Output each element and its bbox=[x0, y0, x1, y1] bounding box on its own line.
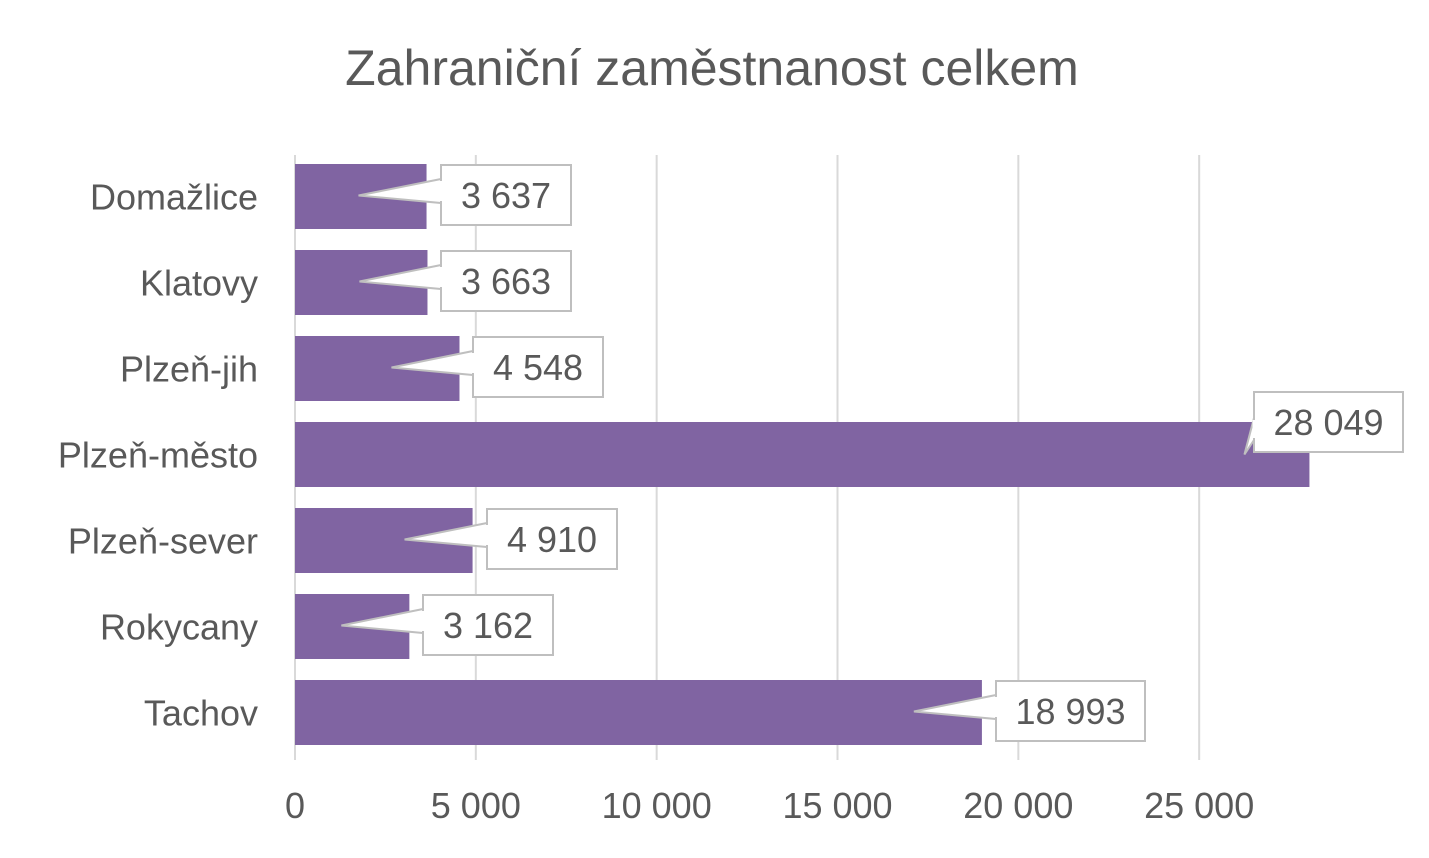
category-label: Plzeň-sever bbox=[68, 521, 258, 562]
x-tick-label: 0 bbox=[285, 785, 305, 826]
bars bbox=[295, 164, 1310, 745]
data-label-callout: 3 637 bbox=[358, 164, 572, 226]
data-label-callout: 18 993 bbox=[913, 680, 1146, 742]
chart-title: Zahraniční zaměstnanost celkem bbox=[345, 40, 1079, 96]
x-tick-labels: 0 5 000 10 000 15 000 20 000 25 000 bbox=[285, 785, 1254, 826]
data-label: 3 637 bbox=[461, 175, 551, 216]
data-label-callout: 3 663 bbox=[359, 250, 572, 312]
callout-box bbox=[422, 594, 554, 656]
data-label: 28 049 bbox=[1273, 402, 1383, 443]
callout-box bbox=[440, 250, 572, 312]
bar bbox=[295, 422, 1310, 487]
category-label: Plzeň-jih bbox=[120, 349, 258, 390]
category-label: Plzeň-město bbox=[58, 435, 258, 476]
x-tick-label: 10 000 bbox=[602, 785, 712, 826]
data-label: 18 993 bbox=[1015, 691, 1125, 732]
data-label-callout: 28 049 bbox=[1243, 391, 1404, 456]
data-label-callout: 4 548 bbox=[391, 336, 604, 398]
callout-box bbox=[472, 336, 604, 398]
data-labels: 3 637 3 663 4 548 28 049 4 910 3 162 18 993 bbox=[341, 164, 1404, 742]
category-label: Tachov bbox=[144, 693, 258, 734]
data-label-callout: 3 162 bbox=[341, 594, 554, 656]
data-label: 4 548 bbox=[493, 347, 583, 388]
callout-box bbox=[995, 680, 1146, 742]
category-labels: Domažlice Klatovy Plzeň-jih Plzeň-město Plze… bbox=[58, 177, 258, 734]
callout-box bbox=[440, 164, 572, 226]
x-tick-label: 15 000 bbox=[782, 785, 892, 826]
category-label: Klatovy bbox=[140, 263, 258, 304]
bar bbox=[295, 680, 982, 745]
callout-box bbox=[1253, 391, 1404, 453]
x-tick-label: 5 000 bbox=[431, 785, 521, 826]
data-label-callout: 4 910 bbox=[404, 508, 618, 570]
data-label: 3 663 bbox=[461, 261, 551, 302]
data-label: 4 910 bbox=[507, 519, 597, 560]
data-label: 3 162 bbox=[443, 605, 533, 646]
category-label: Rokycany bbox=[100, 607, 258, 648]
category-label: Domažlice bbox=[90, 177, 258, 218]
x-tick-label: 25 000 bbox=[1144, 785, 1254, 826]
x-tick-label: 20 000 bbox=[963, 785, 1073, 826]
